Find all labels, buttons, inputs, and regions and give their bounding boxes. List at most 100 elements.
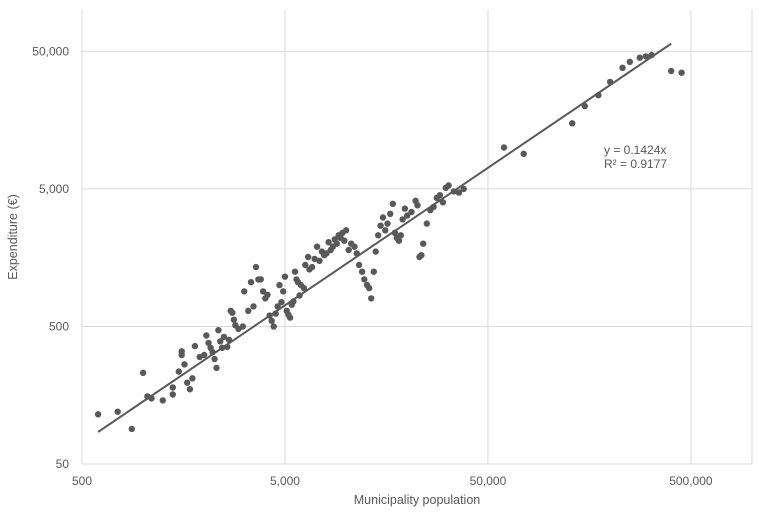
data-point: [418, 252, 425, 259]
data-point: [189, 375, 196, 382]
y-axis-title: Expenditure (€): [6, 194, 20, 279]
data-point: [191, 342, 199, 350]
gridlines: [81, 10, 753, 465]
data-point: [636, 54, 643, 61]
data-point: [342, 227, 350, 234]
data-point: [389, 200, 396, 207]
data-point: [333, 240, 340, 247]
data-point: [245, 307, 252, 314]
data-point: [230, 316, 238, 323]
data-point: [368, 295, 375, 302]
data-point: [500, 144, 508, 151]
data-point: [201, 351, 208, 359]
data-point: [169, 384, 176, 391]
data-point: [569, 120, 576, 127]
data-point: [159, 397, 166, 404]
data-point: [313, 243, 321, 250]
data-point: [181, 361, 188, 368]
data-point: [384, 220, 391, 227]
data-point: [302, 261, 309, 269]
x-tick-label: 50,000: [470, 474, 507, 488]
trendline: [97, 42, 672, 433]
data-point: [420, 240, 427, 247]
data-point: [445, 182, 452, 189]
data-point: [291, 268, 299, 275]
data-point: [351, 243, 358, 250]
data-point: [286, 314, 294, 321]
data-point: [408, 208, 415, 216]
data-point: [387, 210, 394, 217]
data-point: [361, 276, 368, 283]
x-tick-label: 5,000: [270, 474, 300, 488]
data-point: [217, 338, 224, 345]
y-tick-label: 500: [49, 319, 69, 333]
trendline-r-squared: R² = 0.9177: [604, 157, 667, 171]
data-point: [274, 303, 281, 310]
data-point: [341, 237, 348, 244]
data-point: [358, 268, 366, 275]
data-point: [460, 185, 467, 193]
y-tick-label: 5,000: [39, 182, 69, 196]
data-point: [186, 386, 194, 393]
data-point: [355, 261, 363, 269]
data-point: [213, 364, 220, 372]
data-point: [423, 220, 430, 227]
data-point: [205, 339, 212, 347]
data-point: [229, 309, 236, 316]
data-point: [278, 299, 285, 306]
trendline-equation: y = 0.1424x: [604, 143, 666, 157]
data-point: [203, 332, 210, 339]
data-point: [304, 253, 312, 261]
data-point: [184, 379, 191, 386]
data-point: [404, 212, 411, 219]
data-point: [619, 64, 626, 72]
data-point: [379, 214, 387, 221]
data-point: [414, 202, 421, 209]
x-axis-title: Municipality population: [354, 493, 481, 507]
data-point: [178, 348, 185, 355]
data-point: [211, 355, 218, 363]
data-point: [323, 250, 330, 257]
data-point: [139, 369, 147, 376]
x-axis-ticks: 500 5,000 50,000 500,000: [72, 474, 713, 488]
data-point: [241, 288, 248, 295]
y-tick-label: 50: [56, 457, 70, 471]
data-point: [215, 327, 222, 334]
data-point: [377, 222, 384, 229]
data-point: [366, 284, 373, 292]
data-point: [114, 408, 121, 415]
data-point: [642, 53, 650, 60]
data-point: [250, 303, 257, 310]
data-point: [345, 246, 352, 254]
data-point: [316, 257, 323, 264]
data-point: [399, 216, 406, 223]
data-point: [169, 391, 176, 398]
data-point: [436, 192, 444, 199]
data-point: [247, 279, 255, 286]
data-point: [375, 232, 382, 239]
data-point: [311, 255, 318, 263]
data-point: [678, 69, 685, 76]
data-point: [395, 237, 403, 244]
data-points: [94, 51, 685, 433]
y-axis-ticks: 50 500 5,000 50,000: [32, 44, 69, 471]
data-point: [382, 227, 389, 234]
x-tick-label: 500: [72, 474, 92, 488]
data-point: [259, 288, 267, 295]
data-point: [325, 239, 332, 246]
data-point: [455, 189, 463, 196]
data-point: [581, 102, 588, 110]
data-point: [268, 317, 275, 324]
data-point: [252, 263, 260, 271]
data-point: [220, 333, 228, 341]
data-point: [668, 67, 675, 75]
y-tick-label: 50,000: [32, 44, 69, 58]
data-point: [372, 248, 379, 255]
x-tick-label: 500,000: [669, 474, 713, 488]
data-point: [239, 323, 246, 330]
data-point: [308, 263, 316, 271]
data-point: [397, 232, 404, 239]
data-point: [520, 150, 527, 157]
data-point: [626, 58, 633, 65]
